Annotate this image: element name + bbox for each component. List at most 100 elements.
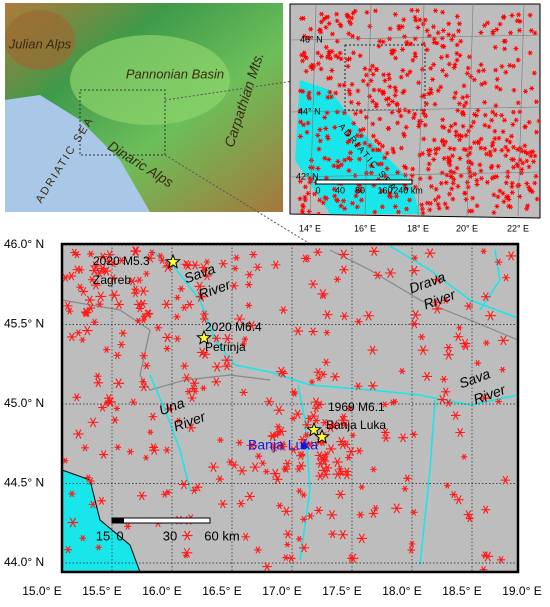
epicenter [453, 332, 464, 342]
epicenter [464, 70, 470, 76]
inset-grid-line [417, 3, 425, 217]
epicenter [497, 86, 503, 92]
epicenter [154, 324, 162, 332]
epicenter [109, 260, 117, 268]
epicenter [516, 27, 522, 33]
epicenter [372, 209, 378, 215]
epicenter [300, 58, 306, 64]
epicenter [353, 111, 359, 116]
epicenter [417, 17, 423, 23]
epicenter [474, 203, 480, 209]
epicenter [370, 121, 376, 127]
epicenter [356, 141, 362, 147]
epicenter [87, 250, 95, 258]
epicenter [485, 20, 491, 26]
region-label: Pannonian Basin [126, 66, 224, 81]
epicenter [416, 80, 422, 86]
epicenter [468, 173, 474, 179]
epicenter [145, 253, 156, 263]
epicenter [463, 133, 469, 138]
border [329, 249, 518, 341]
epicenter [324, 54, 330, 60]
epicenter [426, 161, 432, 167]
epicenter [326, 21, 332, 27]
epicenter [318, 66, 324, 72]
epicenter [149, 445, 160, 455]
epicenter [406, 109, 412, 115]
epicenter [438, 55, 444, 60]
epicenter [241, 336, 249, 343]
epicenter [448, 174, 454, 179]
inset-grid-line [289, 34, 541, 41]
epicenter [454, 51, 460, 56]
epicenter [507, 139, 513, 145]
epicenter [333, 275, 341, 283]
epicenter [380, 90, 386, 96]
epicenter [407, 197, 413, 203]
epicenter [450, 196, 456, 202]
epicenter [483, 339, 490, 347]
epicenter [513, 117, 519, 123]
lon-label: 18.0° E [382, 584, 422, 598]
epicenter [105, 396, 116, 407]
epicenter [335, 164, 341, 170]
epicenter [355, 447, 364, 455]
epicenter [479, 393, 490, 403]
epicenter [371, 87, 377, 93]
epicenter [532, 180, 538, 186]
epicenter [477, 162, 483, 168]
epicenter [511, 63, 517, 69]
epicenter [484, 151, 490, 157]
epicenter [494, 84, 500, 90]
epicenter [95, 291, 107, 302]
epicenter [282, 554, 290, 561]
epicenter [315, 61, 321, 67]
epicenter [529, 85, 535, 91]
scale-label: 30 [163, 528, 177, 543]
epicenter [481, 67, 487, 73]
epicenter [388, 194, 394, 200]
epicenter [408, 540, 416, 547]
epicenter [298, 451, 306, 458]
epicenter [316, 146, 322, 152]
epicenter [334, 18, 340, 24]
epicenter [215, 475, 224, 483]
epicenter [323, 329, 331, 336]
epicenter [509, 13, 515, 18]
epicenter [376, 43, 382, 49]
epicenter [433, 8, 439, 14]
epicenter [369, 246, 380, 256]
epicenter [66, 307, 74, 315]
epicenter [294, 465, 303, 473]
epicenter [165, 405, 174, 413]
epicenter [346, 31, 352, 37]
epicenter [493, 67, 499, 73]
epicenter [354, 382, 363, 390]
epicenter [194, 281, 205, 292]
epicenter [382, 155, 388, 161]
epicenter [347, 128, 353, 134]
epicenter [511, 157, 517, 163]
epicenter [76, 283, 84, 291]
epicenter [481, 551, 490, 560]
epicenter [368, 170, 374, 176]
epicenter [407, 546, 416, 554]
event-star [165, 253, 181, 269]
epicenter [237, 466, 248, 476]
epicenter [114, 444, 122, 451]
epicenter [470, 195, 476, 201]
epicenter [377, 116, 383, 122]
epicenter [479, 175, 485, 181]
epicenter [469, 208, 475, 214]
epicenter [328, 94, 334, 100]
epicenter [462, 191, 468, 196]
epicenter [407, 69, 413, 75]
epicenter [525, 203, 531, 209]
epicenter [137, 491, 147, 501]
epicenter [476, 68, 482, 74]
epicenter [445, 155, 451, 161]
epicenter [142, 362, 151, 370]
epicenter [342, 157, 348, 163]
epicenter [449, 37, 455, 42]
inset-scale-label: 80 [355, 185, 365, 195]
